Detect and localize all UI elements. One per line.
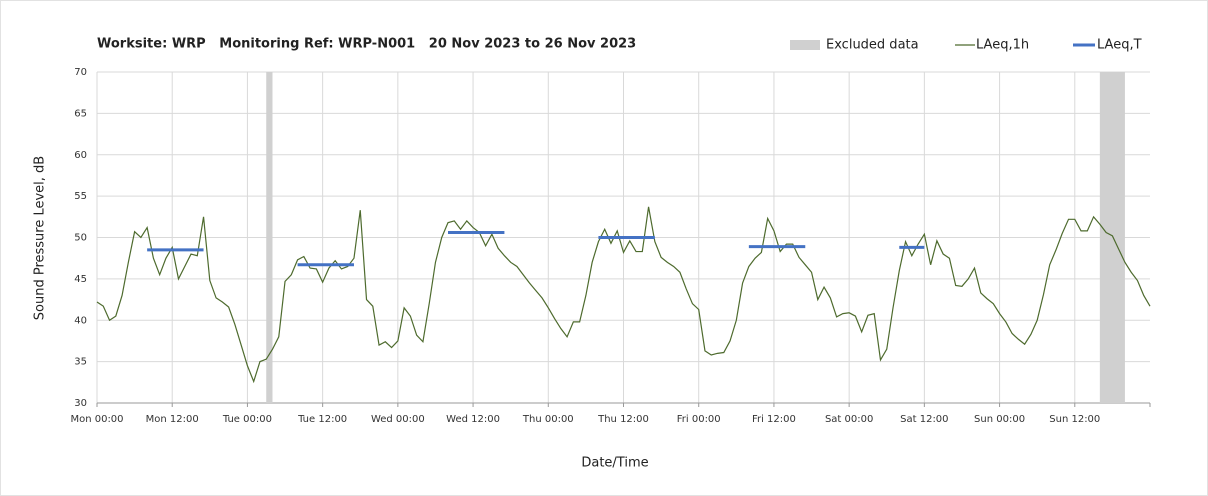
- x-tick-label: Wed 12:00: [446, 414, 500, 425]
- legend-label: LAeq,T: [1097, 38, 1142, 53]
- x-tick-label: Wed 00:00: [371, 414, 425, 425]
- x-tick-label: Fri 00:00: [677, 414, 721, 425]
- legend-label: Excluded data: [826, 38, 919, 53]
- y-tick-label: 35: [74, 357, 87, 368]
- x-tick-label: Tue 00:00: [222, 414, 272, 425]
- x-axis-label: Date/Time: [581, 456, 648, 471]
- x-tick-label: Thu 00:00: [522, 414, 574, 425]
- chart-title: Worksite: WRP Monitoring Ref: WRP-N001 2…: [97, 37, 636, 52]
- y-axis-label: Sound Pressure Level, dB: [33, 156, 48, 320]
- excluded-band: [1099, 72, 1125, 403]
- y-tick-label: 70: [74, 67, 87, 78]
- y-tick-label: 60: [74, 150, 87, 161]
- excluded-band: [266, 72, 273, 403]
- y-tick-label: 45: [74, 274, 87, 285]
- legend-label: LAeq,1h: [976, 38, 1029, 53]
- y-tick-label: 55: [74, 191, 87, 202]
- x-tick-label: Mon 12:00: [146, 414, 199, 425]
- x-tick-label: Fri 12:00: [752, 414, 796, 425]
- y-tick-label: 30: [74, 398, 87, 409]
- x-tick-label: Sun 00:00: [974, 414, 1025, 425]
- x-tick-label: Tue 12:00: [297, 414, 347, 425]
- x-tick-label: Sat 12:00: [900, 414, 948, 425]
- y-tick-label: 40: [74, 315, 87, 326]
- x-tick-label: Sat 00:00: [825, 414, 873, 425]
- legend-swatch: [790, 40, 820, 50]
- y-tick-label: 65: [74, 108, 87, 119]
- y-tick-label: 50: [74, 233, 87, 244]
- x-tick-label: Sun 12:00: [1049, 414, 1100, 425]
- x-tick-label: Thu 12:00: [597, 414, 649, 425]
- x-tick-label: Mon 00:00: [70, 414, 123, 425]
- line-series: [96, 206, 1151, 384]
